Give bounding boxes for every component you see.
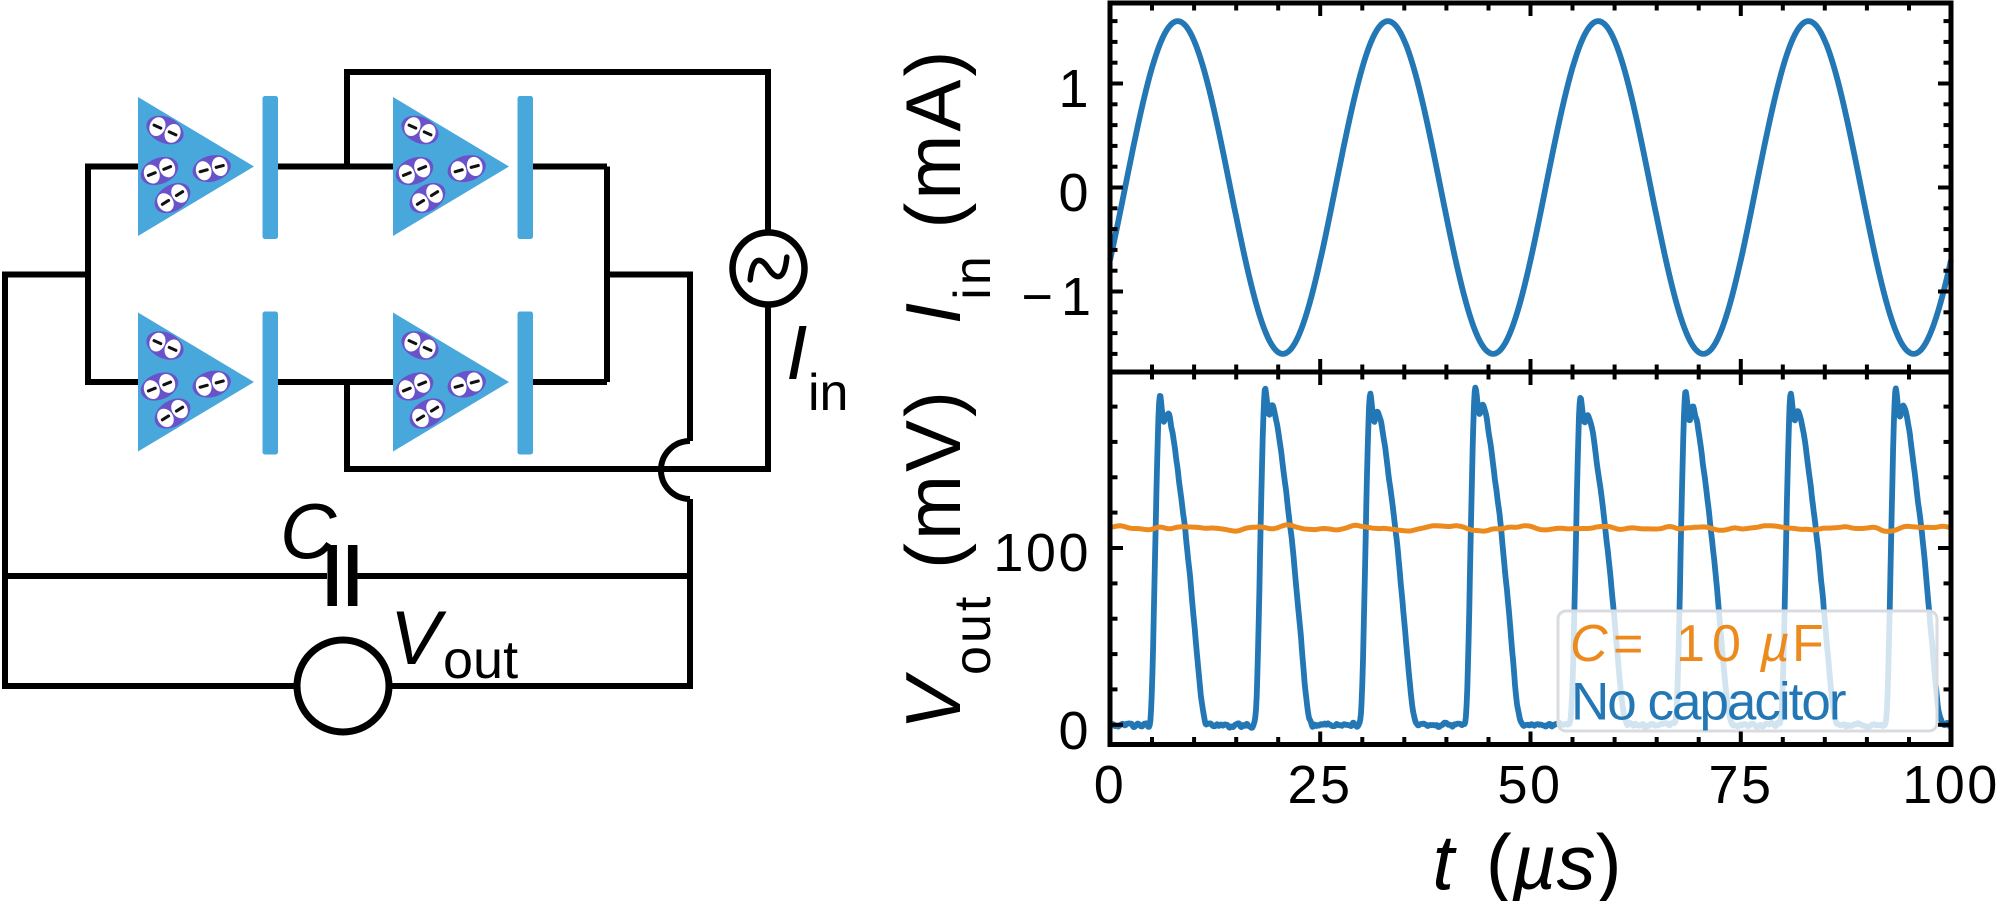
svg-text:=: = (1613, 615, 1643, 673)
svg-text:100: 100 (1902, 755, 1996, 815)
svg-text:out: out (443, 630, 518, 690)
svg-text:C: C (280, 487, 337, 575)
svg-text:0: 0 (1094, 755, 1127, 815)
svg-text:100: 100 (993, 523, 1091, 583)
svg-text:No capacitor: No capacitor (1571, 673, 1846, 732)
svg-text:25: 25 (1287, 755, 1352, 815)
svg-text:V: V (390, 596, 447, 681)
svg-text:I: I (786, 310, 807, 396)
svg-text:1: 1 (1676, 615, 1705, 673)
svg-text:in: in (808, 364, 848, 422)
svg-text:0: 0 (1712, 615, 1741, 673)
svg-text:0: 0 (1058, 163, 1091, 223)
svg-text:0: 0 (1058, 701, 1091, 761)
svg-text:50: 50 (1497, 755, 1562, 815)
svg-text:75: 75 (1708, 755, 1773, 815)
svg-text:C: C (1570, 615, 1608, 673)
svg-text:−1: −1 (1021, 267, 1099, 327)
svg-text:µ: µ (1759, 615, 1790, 673)
svg-text:Vout (mV): Vout (mV) (889, 388, 1002, 730)
svg-text:Iin (mA): Iin (mA) (889, 48, 1002, 325)
svg-text:F: F (1792, 615, 1824, 673)
svg-text:t (µs): t (µs) (1432, 818, 1621, 901)
svg-text:1: 1 (1058, 59, 1091, 119)
